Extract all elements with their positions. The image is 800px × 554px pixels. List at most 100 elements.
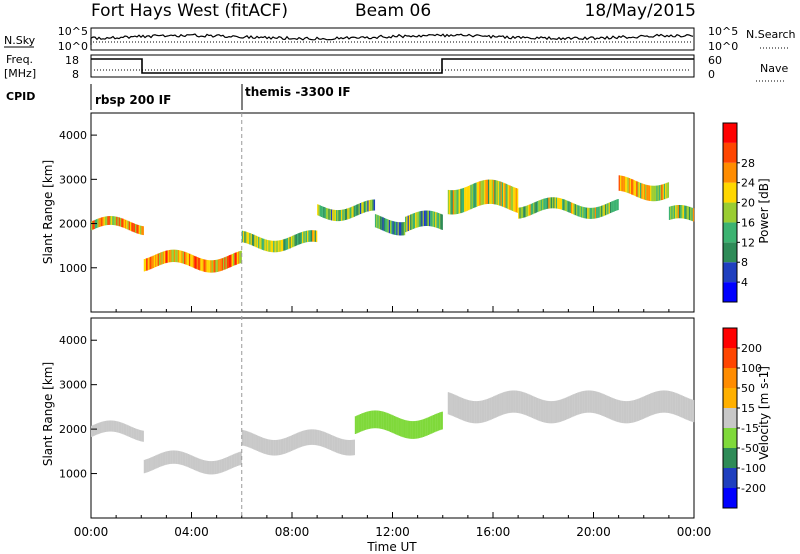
band-mark xyxy=(437,212,440,229)
band-mark xyxy=(338,438,340,454)
band-mark xyxy=(534,396,536,420)
band-mark xyxy=(212,260,215,273)
band-mark xyxy=(366,200,368,212)
band-mark xyxy=(614,399,617,422)
band-mark xyxy=(396,417,398,435)
band-mark xyxy=(500,393,502,416)
band-mark xyxy=(170,249,172,263)
band-mark xyxy=(628,178,631,194)
band-mark xyxy=(557,197,559,209)
band-mark xyxy=(467,400,470,423)
band-mark xyxy=(240,451,242,465)
band-mark xyxy=(123,423,126,435)
band-mark xyxy=(279,439,281,455)
band-mark xyxy=(690,207,692,221)
band-mark xyxy=(201,459,203,473)
band-mark xyxy=(494,395,496,418)
band-mark xyxy=(403,221,406,236)
band-mark xyxy=(531,395,534,419)
band-mark xyxy=(333,209,335,221)
band-mark xyxy=(281,239,284,252)
band-mark xyxy=(102,421,104,433)
band-mark xyxy=(266,239,269,252)
band-mark xyxy=(138,225,141,235)
band-mark xyxy=(650,393,652,416)
band-mark xyxy=(685,205,687,220)
band-mark xyxy=(308,230,310,242)
band-mark xyxy=(474,183,476,208)
band-mark xyxy=(141,225,143,235)
band-mark xyxy=(303,430,305,447)
band-mark xyxy=(510,186,512,211)
nsky-line xyxy=(90,33,694,45)
band-mark xyxy=(544,198,546,210)
band-mark xyxy=(132,223,134,232)
band-mark xyxy=(371,199,373,211)
band-mark xyxy=(134,224,137,233)
nave-label: Nave xyxy=(760,62,788,75)
band-mark xyxy=(288,436,290,453)
band-mark xyxy=(513,187,515,212)
band-mark xyxy=(372,410,374,429)
band-mark xyxy=(150,457,152,471)
band-mark xyxy=(396,221,398,236)
band-mark xyxy=(657,391,659,414)
y-tick-label: 3000 xyxy=(59,379,87,392)
band-mark xyxy=(310,429,313,445)
band-mark xyxy=(281,438,284,455)
band-mark xyxy=(381,216,383,231)
band-mark xyxy=(593,390,595,414)
band-mark xyxy=(447,392,450,415)
band-mark xyxy=(285,238,288,250)
x-axis-label: Time UT xyxy=(366,540,417,554)
band-mark xyxy=(456,189,458,215)
band-mark xyxy=(136,428,138,441)
band-mark xyxy=(626,177,628,193)
cpid-segment-1: rbsp 200 IF xyxy=(95,93,171,107)
band-mark xyxy=(406,420,408,439)
band-mark xyxy=(225,256,227,270)
band-mark xyxy=(623,401,626,424)
band-mark xyxy=(275,240,278,253)
band-mark xyxy=(430,210,432,227)
band-mark xyxy=(230,455,232,469)
band-mark xyxy=(274,439,276,456)
band-mark xyxy=(563,398,565,421)
band-mark xyxy=(209,260,211,273)
band-mark xyxy=(295,234,298,246)
band-mark xyxy=(246,431,249,447)
band-mark xyxy=(505,391,507,414)
band-mark xyxy=(214,460,216,475)
band-mark xyxy=(584,390,587,413)
band-mark xyxy=(142,226,144,236)
band-mark xyxy=(270,240,273,253)
band-mark xyxy=(185,252,187,265)
band-mark xyxy=(559,399,561,422)
band-mark xyxy=(133,223,136,233)
band-mark xyxy=(547,197,549,209)
band-mark xyxy=(256,435,259,452)
band-mark xyxy=(227,456,230,470)
data-bands xyxy=(91,390,695,475)
band-mark xyxy=(367,200,369,212)
band-mark xyxy=(577,205,579,217)
band-mark xyxy=(195,457,197,471)
band-mark xyxy=(621,400,623,423)
band-mark xyxy=(104,420,107,433)
band-mark xyxy=(354,205,357,217)
colorbar-tick-label: 15 xyxy=(741,402,755,415)
band-mark xyxy=(348,207,350,219)
band-mark xyxy=(204,259,206,272)
band-mark xyxy=(632,179,634,196)
band-mark xyxy=(309,429,311,445)
band-mark xyxy=(92,425,94,437)
y-tick-label: 4000 xyxy=(59,129,87,142)
band-mark xyxy=(349,207,352,219)
band-mark xyxy=(229,255,231,268)
band-mark xyxy=(423,418,426,437)
band-mark xyxy=(578,205,580,217)
band-mark xyxy=(372,199,374,211)
colorbar-swatch xyxy=(723,468,737,488)
band-mark xyxy=(606,395,608,418)
